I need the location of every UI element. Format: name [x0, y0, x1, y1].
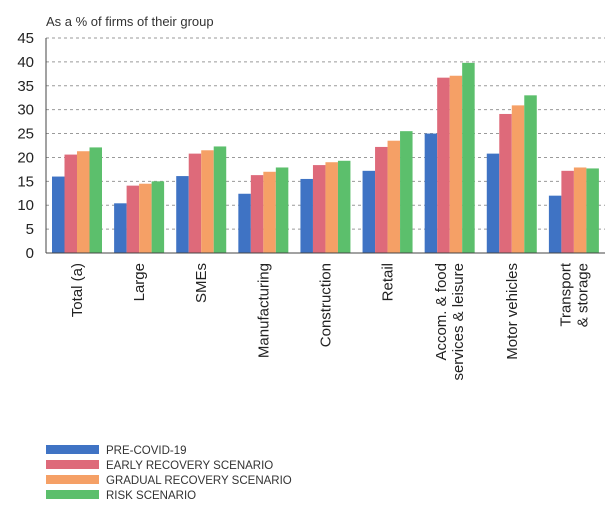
legend-label: PRE-COVID-19 [106, 445, 187, 457]
legend-label: GRADUAL RECOVERY SCENARIO [106, 475, 292, 487]
bar [511, 105, 525, 253]
bar [548, 195, 562, 253]
category-label: Retail [380, 263, 397, 301]
bar [449, 75, 463, 253]
bars [52, 62, 599, 254]
bar [238, 193, 251, 253]
category-label: Motor vehicles [504, 263, 521, 360]
bar [151, 181, 165, 253]
y-tick-label: 5 [26, 221, 34, 238]
bar [64, 154, 77, 253]
y-tick-label: 10 [17, 197, 34, 214]
bar [362, 170, 376, 253]
legend-swatch [46, 475, 99, 484]
bar [126, 185, 140, 253]
category-label-line: Manufacturing [255, 263, 272, 358]
bar [499, 113, 512, 253]
category-label: Accom. & food services & leisure [433, 263, 467, 381]
legend-swatch [46, 460, 99, 469]
y-tick-label: 25 [17, 126, 34, 143]
bar [89, 147, 102, 253]
bar [114, 203, 127, 253]
category-label: Construction [317, 263, 334, 347]
legend-swatch [46, 445, 99, 454]
bar [462, 62, 475, 253]
bar [250, 175, 264, 253]
bar [176, 176, 189, 253]
bar [424, 133, 438, 253]
category-label: Large [131, 263, 148, 301]
y-tick-label: 35 [17, 78, 34, 95]
bar [586, 168, 599, 253]
bar [213, 146, 227, 253]
y-tick-label: 0 [26, 245, 34, 262]
bar [201, 150, 214, 253]
category-label-line: Motor vehicles [504, 263, 521, 360]
category-labels: Total (a) Large SMEs Manufacturing Construct… [69, 262, 591, 380]
category-label-line: services & leisure [450, 263, 467, 381]
bar [375, 146, 388, 253]
category-label-line: & storage [574, 263, 591, 327]
y-tick-label: 40 [17, 54, 34, 71]
category-label: Manufacturing [255, 263, 272, 358]
category-label-line: Retail [380, 263, 397, 301]
bar [561, 170, 574, 253]
category-label-line: Accom. & food [433, 263, 450, 361]
bar [387, 140, 401, 253]
axes [45, 38, 605, 254]
category-label-line: SMEs [193, 263, 210, 303]
bar [337, 160, 351, 253]
y-tick-label: 20 [17, 149, 34, 166]
bar [300, 178, 313, 253]
legend-label: RISK SCENARIO [106, 490, 196, 502]
category-label: SMEs [193, 263, 210, 303]
category-label: Total (a) [69, 263, 86, 317]
legend: PRE-COVID-19 EARLY RECOVERY SCENARIO GRADU… [46, 445, 292, 502]
bar [263, 171, 276, 253]
y-tick-label: 30 [17, 102, 34, 119]
bar [400, 131, 413, 253]
category-label-line: Construction [317, 263, 334, 347]
y-tick-label: 15 [17, 173, 34, 190]
legend-label: EARLY RECOVERY SCENARIO [106, 460, 273, 472]
bar [77, 151, 90, 253]
bar [437, 77, 450, 254]
y-tick-label: 45 [17, 30, 34, 47]
bar [52, 176, 65, 253]
bar [573, 167, 587, 253]
bar [139, 183, 152, 253]
bar [325, 162, 338, 253]
y-tick-labels: 0 5 10 15 20 25 30 35 40 45 [17, 30, 34, 262]
bar [524, 95, 537, 253]
bar [486, 153, 500, 253]
category-label-line: Large [131, 263, 148, 301]
category-label-line: Total (a) [69, 263, 86, 317]
category-label-line: Transport [557, 262, 574, 326]
legend-swatch [46, 490, 99, 499]
bar [312, 165, 326, 253]
y-axis-label: As a % of firms of their group [46, 14, 214, 29]
bar [275, 167, 289, 253]
category-label: Transport & storage [557, 262, 591, 327]
bar [188, 153, 202, 253]
